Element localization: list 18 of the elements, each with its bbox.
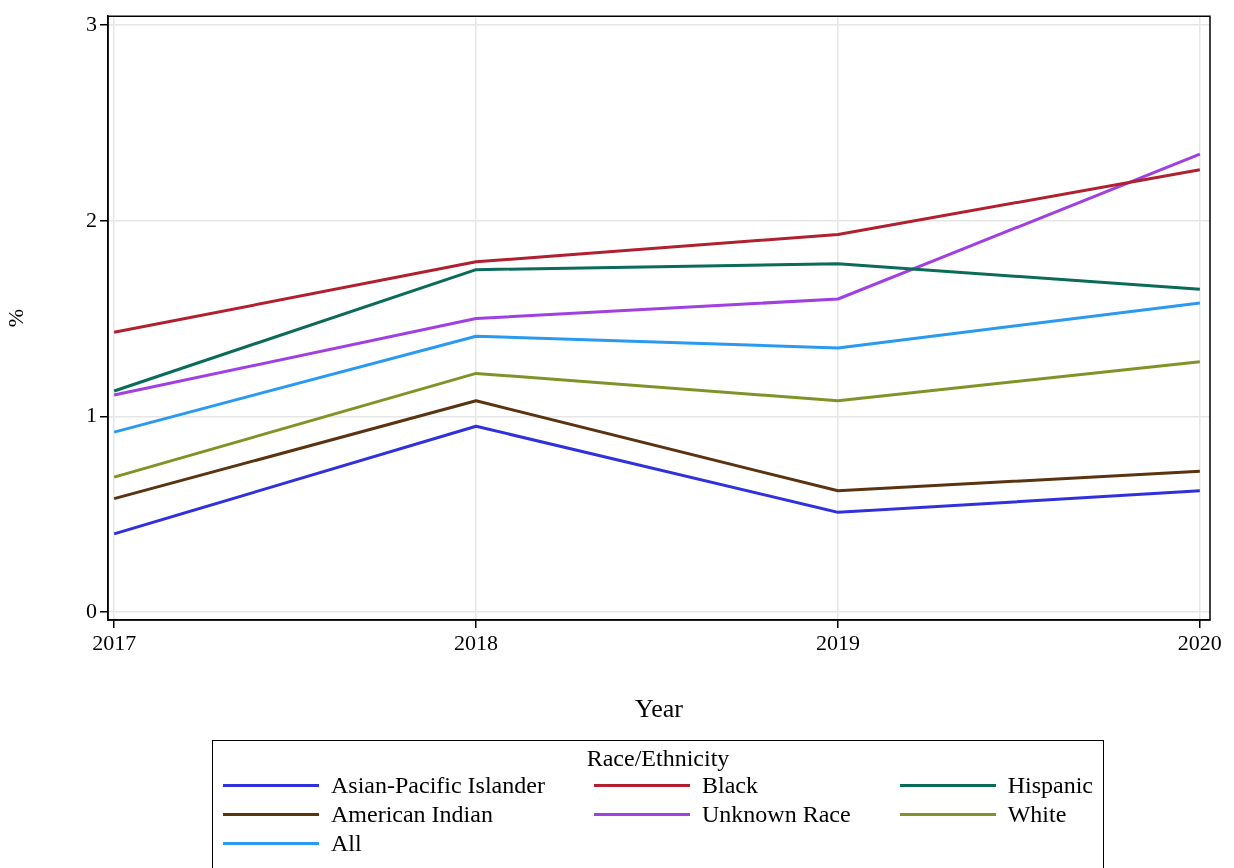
legend-label: All xyxy=(331,830,362,857)
x-tick-label: 2018 xyxy=(454,629,499,655)
x-tick-label: 2017 xyxy=(92,629,137,655)
y-tick-label: 2 xyxy=(86,206,97,232)
legend-label: Asian-Pacific Islander xyxy=(331,772,545,799)
y-axis-title: % xyxy=(2,308,28,328)
legend-label: American Indian xyxy=(331,801,493,828)
legend-label: White xyxy=(1007,801,1067,828)
legend-title: Race/Ethnicity xyxy=(585,745,731,772)
y-tick-label: 3 xyxy=(86,10,97,36)
x-axis-title: Year xyxy=(635,694,684,724)
legend-label: Unknown Race xyxy=(701,801,851,828)
x-tick-label: 2019 xyxy=(815,629,860,655)
x-tick-label: 2020 xyxy=(1177,629,1222,655)
y-tick-label: 1 xyxy=(86,402,97,428)
legend-label: Black xyxy=(701,772,758,799)
y-tick-label: 0 xyxy=(86,597,97,623)
legend-label: Hispanic xyxy=(1007,772,1093,799)
